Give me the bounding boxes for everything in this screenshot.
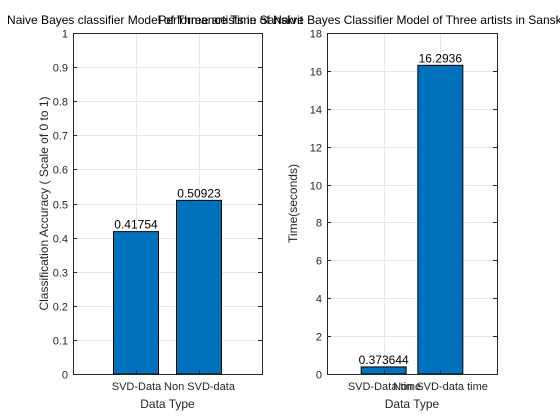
- time-bar-value-label-2: 16.2936: [419, 51, 463, 65]
- accuracy-chart: 0.41754 0.50923 0 0.1 0.2 0.3 0.4 0.5 0.6 0.7 0.8…: [7, 13, 304, 411]
- accuracy-x-axis-label: Data Type: [140, 397, 195, 411]
- time-y-tick-label: 0: [316, 370, 322, 382]
- accuracy-bar-1: [114, 232, 159, 374]
- time-bar-2: [418, 65, 463, 374]
- time-x-axis-label: Data Type: [385, 397, 440, 411]
- time-bar-value-label-1: 0.373644: [359, 353, 409, 367]
- time-x-tick-label: Non SVD-data time: [393, 381, 488, 393]
- accuracy-x-tick-label: Non SVD-data: [164, 381, 236, 393]
- accuracy-y-tick-label: 0.1: [53, 336, 68, 348]
- accuracy-y-tick-label: 0: [62, 370, 68, 382]
- accuracy-y-axis-label: Classification Accuracy ( Scale of 0 to …: [37, 96, 51, 310]
- accuracy-y-tick-label: 1: [62, 29, 68, 41]
- time-y-tick-label: 16: [310, 67, 322, 79]
- accuracy-plot-area: [73, 33, 262, 374]
- accuracy-bar-value-label-2: 0.50923: [177, 186, 221, 200]
- time-y-tick-label: 18: [310, 29, 322, 41]
- time-y-tick-label: 2: [316, 332, 322, 344]
- accuracy-y-tick-label: 0.8: [53, 97, 68, 109]
- time-bar-1: [361, 367, 406, 374]
- accuracy-y-tick-label: 0.6: [53, 165, 68, 177]
- time-y-tick-label: 8: [316, 218, 322, 230]
- accuracy-x-tick-label: SVD-Data: [112, 381, 162, 393]
- time-y-tick-label: 12: [310, 143, 322, 155]
- time-y-tick-label: 10: [310, 181, 322, 193]
- accuracy-bar-value-label-1: 0.41754: [114, 218, 158, 232]
- accuracy-y-tick-label: 0.7: [53, 131, 68, 143]
- time-y-axis-label: Time(seconds): [286, 164, 300, 243]
- accuracy-y-tick-label: 0.2: [53, 302, 68, 314]
- accuracy-y-tick-label: 0.5: [53, 200, 68, 212]
- accuracy-bar-2: [177, 200, 222, 374]
- time-plot-area: [327, 33, 497, 374]
- time-y-tick-label: 6: [316, 256, 322, 268]
- accuracy-y-tick-label: 0.9: [53, 63, 68, 75]
- time-y-tick-label: 14: [310, 105, 322, 117]
- accuracy-y-tick-label: 0.4: [53, 234, 68, 246]
- accuracy-y-tick-label: 0.3: [53, 268, 68, 280]
- time-chart-title: Performance Time of Naive Bayes Classifi…: [158, 13, 560, 27]
- time-y-tick-label: 4: [316, 294, 322, 306]
